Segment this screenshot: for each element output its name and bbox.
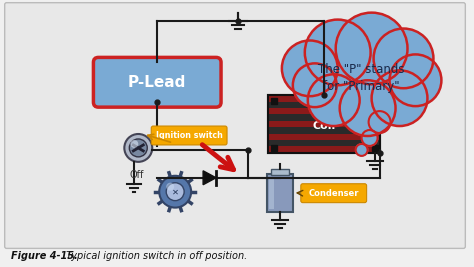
Circle shape <box>166 183 184 201</box>
FancyBboxPatch shape <box>151 126 227 145</box>
Circle shape <box>166 183 174 191</box>
Circle shape <box>336 13 408 84</box>
FancyBboxPatch shape <box>93 57 221 107</box>
Bar <box>268 147 380 153</box>
Circle shape <box>305 19 371 85</box>
Circle shape <box>293 63 337 107</box>
Bar <box>268 108 380 115</box>
Bar <box>268 95 380 153</box>
Bar <box>268 121 380 127</box>
Text: ✕: ✕ <box>172 187 179 196</box>
Bar <box>268 95 380 102</box>
Text: P-Lead: P-Lead <box>128 75 186 90</box>
Bar <box>268 115 380 121</box>
Circle shape <box>124 134 152 162</box>
Bar <box>271 98 277 104</box>
Circle shape <box>374 29 433 88</box>
Circle shape <box>369 111 391 133</box>
Bar <box>268 102 380 108</box>
Text: Typical ignition switch in off position.: Typical ignition switch in off position. <box>63 251 247 261</box>
Bar <box>271 169 289 175</box>
Text: Off: Off <box>129 170 144 180</box>
Bar <box>269 177 274 209</box>
Circle shape <box>159 176 191 208</box>
Text: The "P" stands
for "Primary": The "P" stands for "Primary" <box>319 63 405 93</box>
Bar <box>271 145 277 151</box>
Text: Figure 4-15.: Figure 4-15. <box>11 251 77 261</box>
Bar <box>268 134 380 140</box>
Bar <box>267 174 293 211</box>
Bar <box>268 127 380 134</box>
Circle shape <box>282 41 337 96</box>
Circle shape <box>372 70 428 126</box>
Text: Condenser: Condenser <box>309 189 359 198</box>
Circle shape <box>356 144 368 156</box>
Text: Coil: Coil <box>312 121 336 131</box>
Circle shape <box>129 139 147 157</box>
Bar <box>268 140 380 147</box>
Circle shape <box>130 140 138 148</box>
Polygon shape <box>203 171 216 185</box>
FancyBboxPatch shape <box>301 184 366 203</box>
Circle shape <box>340 80 395 136</box>
Circle shape <box>362 130 378 146</box>
Bar <box>372 98 378 104</box>
Text: Ignition switch: Ignition switch <box>155 131 223 140</box>
Bar <box>372 145 378 151</box>
Circle shape <box>390 54 441 106</box>
Circle shape <box>308 74 360 126</box>
FancyBboxPatch shape <box>5 3 465 248</box>
Bar <box>268 95 380 153</box>
